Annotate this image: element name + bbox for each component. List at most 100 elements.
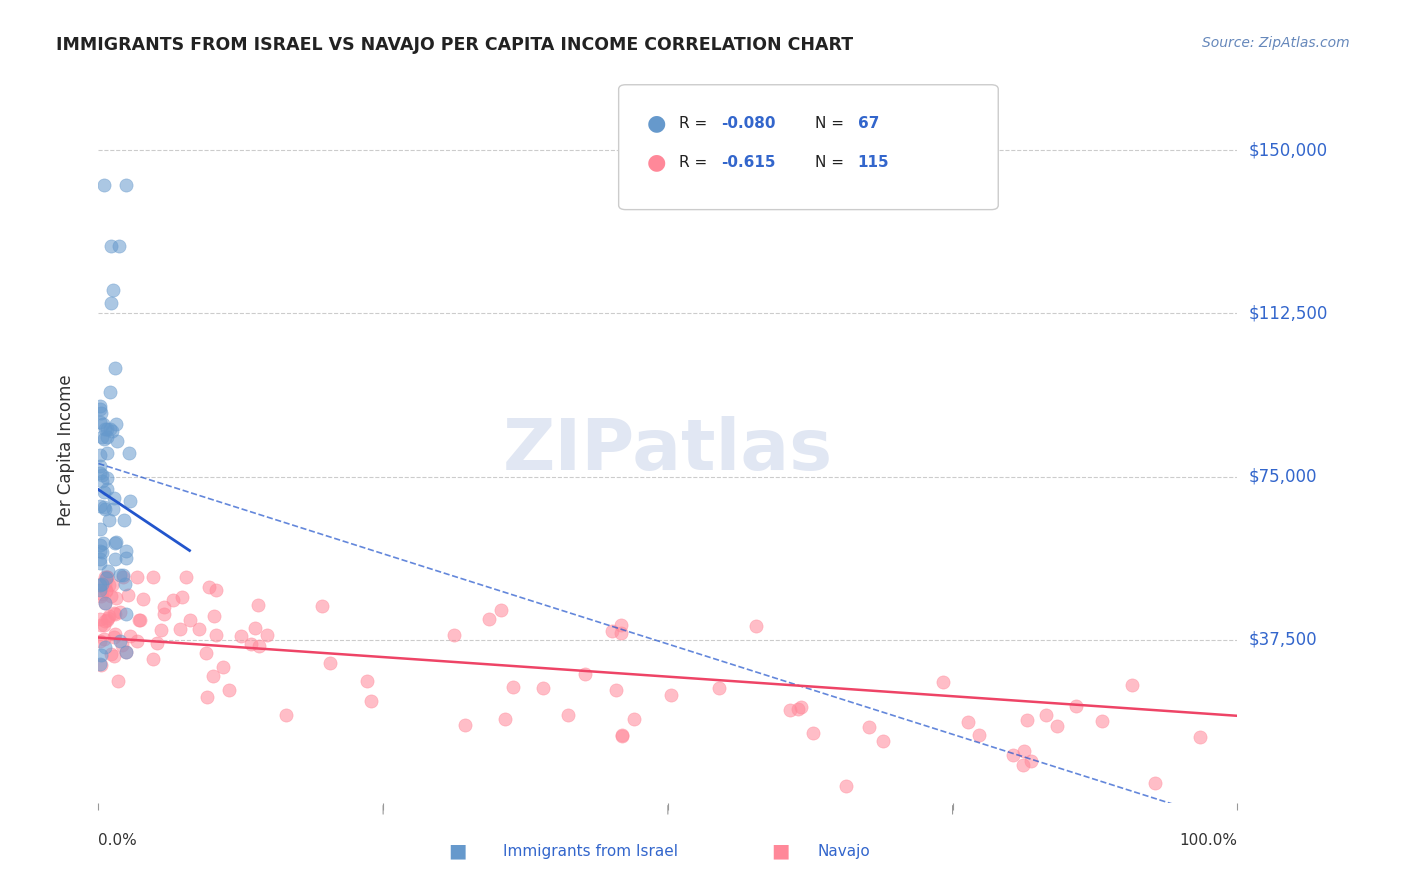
Point	[101, 578, 124, 592]
Point	[89, 552, 111, 566]
Point	[96, 569, 118, 583]
Point	[93, 485, 115, 500]
Point	[104, 534, 127, 549]
Point	[707, 681, 730, 695]
Text: R =: R =	[679, 116, 713, 130]
Point	[110, 633, 132, 648]
Point	[153, 607, 176, 621]
Point	[179, 613, 201, 627]
Text: Immigrants from Israel: Immigrants from Israel	[503, 845, 678, 859]
Point	[91, 535, 114, 549]
Point	[89, 399, 111, 413]
Point	[94, 596, 117, 610]
Point	[967, 728, 990, 742]
Point	[93, 433, 115, 447]
Point	[103, 630, 125, 644]
Point	[108, 606, 131, 620]
Point	[610, 728, 633, 742]
Point	[114, 551, 136, 566]
Text: ZIPatlas: ZIPatlas	[503, 416, 832, 485]
Point	[494, 713, 516, 727]
Point	[96, 569, 118, 583]
Point	[89, 448, 111, 462]
Point	[132, 592, 155, 607]
Point	[605, 683, 627, 698]
Point	[90, 468, 112, 483]
Point	[162, 592, 184, 607]
Point	[90, 587, 112, 601]
Point	[115, 645, 138, 659]
Point	[1046, 719, 1069, 733]
Point	[745, 619, 768, 633]
Text: 0.0%: 0.0%	[98, 833, 138, 848]
Point	[114, 178, 136, 193]
Point	[557, 708, 579, 723]
Point	[94, 570, 117, 584]
Point	[229, 629, 252, 643]
Point	[623, 711, 645, 725]
Point	[612, 729, 634, 743]
Point	[100, 295, 122, 310]
Point	[274, 707, 297, 722]
Point	[118, 446, 141, 460]
Point	[243, 621, 266, 635]
Point	[89, 499, 111, 513]
Point	[120, 494, 142, 508]
Point	[94, 502, 117, 516]
Point	[360, 694, 382, 708]
Text: ■: ■	[447, 841, 467, 860]
Point	[90, 618, 112, 632]
Point	[931, 675, 953, 690]
Point	[89, 466, 111, 480]
Point	[103, 501, 125, 516]
Text: $112,500: $112,500	[1249, 304, 1327, 322]
Point	[211, 659, 233, 673]
Point	[531, 681, 554, 695]
Point	[790, 699, 813, 714]
Point	[103, 607, 125, 621]
Point	[104, 591, 127, 606]
Point	[101, 283, 124, 297]
Point	[97, 608, 120, 623]
Point	[90, 406, 112, 420]
Text: 67: 67	[858, 116, 879, 130]
Point	[319, 656, 342, 670]
Point	[89, 522, 111, 536]
Point	[103, 648, 125, 663]
Point	[659, 688, 682, 702]
Point	[239, 637, 262, 651]
Point	[101, 424, 124, 438]
Point	[115, 645, 138, 659]
Text: ●: ●	[647, 113, 666, 133]
Point	[90, 648, 112, 662]
Point	[90, 657, 112, 672]
Point	[197, 581, 219, 595]
Point	[786, 702, 808, 716]
Point	[94, 582, 117, 597]
Point	[96, 430, 118, 444]
Point	[247, 639, 270, 653]
Point	[115, 607, 138, 621]
Point	[150, 623, 173, 637]
Point	[90, 429, 112, 443]
Point	[108, 567, 131, 582]
Point	[1091, 714, 1114, 729]
Point	[91, 417, 114, 431]
Point	[90, 475, 112, 489]
Point	[169, 622, 191, 636]
Text: R =: R =	[679, 155, 713, 169]
Point	[858, 720, 880, 734]
Point	[89, 556, 111, 570]
Point	[96, 422, 118, 436]
Point	[610, 617, 633, 632]
Point	[97, 564, 120, 578]
Point	[1035, 708, 1057, 723]
Point	[145, 636, 167, 650]
Text: 115: 115	[858, 155, 889, 169]
Text: $75,000: $75,000	[1249, 467, 1317, 485]
Point	[103, 491, 125, 506]
Point	[96, 613, 118, 627]
Point	[94, 569, 117, 583]
Point	[1144, 776, 1167, 790]
Point	[89, 634, 111, 648]
